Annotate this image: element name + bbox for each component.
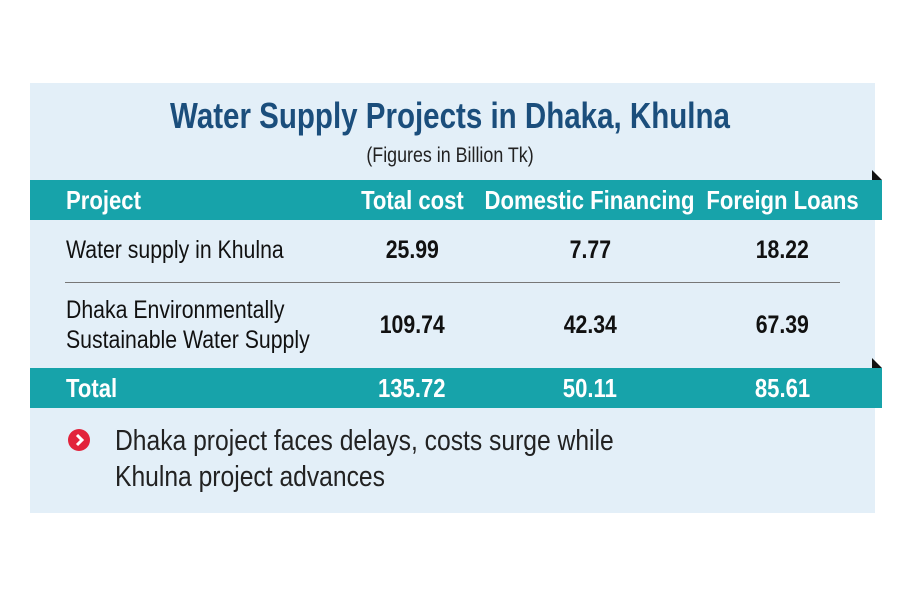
cell-text: Dhaka Environmentally Sustainable Water … xyxy=(66,296,310,354)
column-header: Total cost xyxy=(342,180,482,220)
cell-text: 7.77 xyxy=(569,235,611,264)
total-label: Total xyxy=(66,368,346,408)
project-cell: Water supply in Khulna xyxy=(66,225,356,275)
note: Dhaka project faces delays, costs surge … xyxy=(115,425,614,493)
value-cell: 42.34 xyxy=(470,290,710,360)
cell-text: 67.39 xyxy=(755,310,810,339)
column-header: Domestic Financing xyxy=(470,180,710,220)
total-cell: 50.11 xyxy=(470,368,710,408)
cell-text: 25.99 xyxy=(385,235,439,264)
value-cell: 7.77 xyxy=(470,225,710,275)
total-cell: 85.61 xyxy=(690,368,875,408)
cell-text: 50.11 xyxy=(562,372,618,403)
total-cell: 135.72 xyxy=(342,368,482,408)
cell-text: Water supply in Khulna xyxy=(66,235,284,264)
subtitle: (Figures in Billion Tk) xyxy=(366,144,534,167)
value-cell: 18.22 xyxy=(690,225,875,275)
title: Water Supply Projects in Dhaka, Khulna xyxy=(170,95,730,136)
total-band xyxy=(30,368,882,408)
row-separator xyxy=(65,282,840,283)
header-band xyxy=(30,180,882,220)
column-header-text: Total cost xyxy=(360,184,464,215)
corner-mark xyxy=(872,170,882,180)
cell-text: 135.72 xyxy=(378,372,446,403)
cell-text: 109.74 xyxy=(379,310,445,339)
cell-text: 42.34 xyxy=(563,310,617,339)
project-cell: Dhaka Environmentally Sustainable Water … xyxy=(66,290,406,360)
value-cell: 109.74 xyxy=(342,290,482,360)
panel xyxy=(30,83,875,513)
value-cell: 67.39 xyxy=(690,290,875,360)
cell-text: 85.61 xyxy=(754,372,811,403)
cell-text: 18.22 xyxy=(755,235,810,264)
column-header-text: Domestic Financing xyxy=(485,184,696,215)
column-header: Project xyxy=(66,180,346,220)
column-header: Foreign Loans xyxy=(690,180,875,220)
column-header-text: Foreign Loans xyxy=(706,184,859,215)
value-cell: 25.99 xyxy=(342,225,482,275)
cell-text: Total xyxy=(66,372,118,403)
bullet-icon xyxy=(68,429,90,451)
corner-mark xyxy=(872,358,882,368)
column-header-text: Project xyxy=(66,184,141,215)
